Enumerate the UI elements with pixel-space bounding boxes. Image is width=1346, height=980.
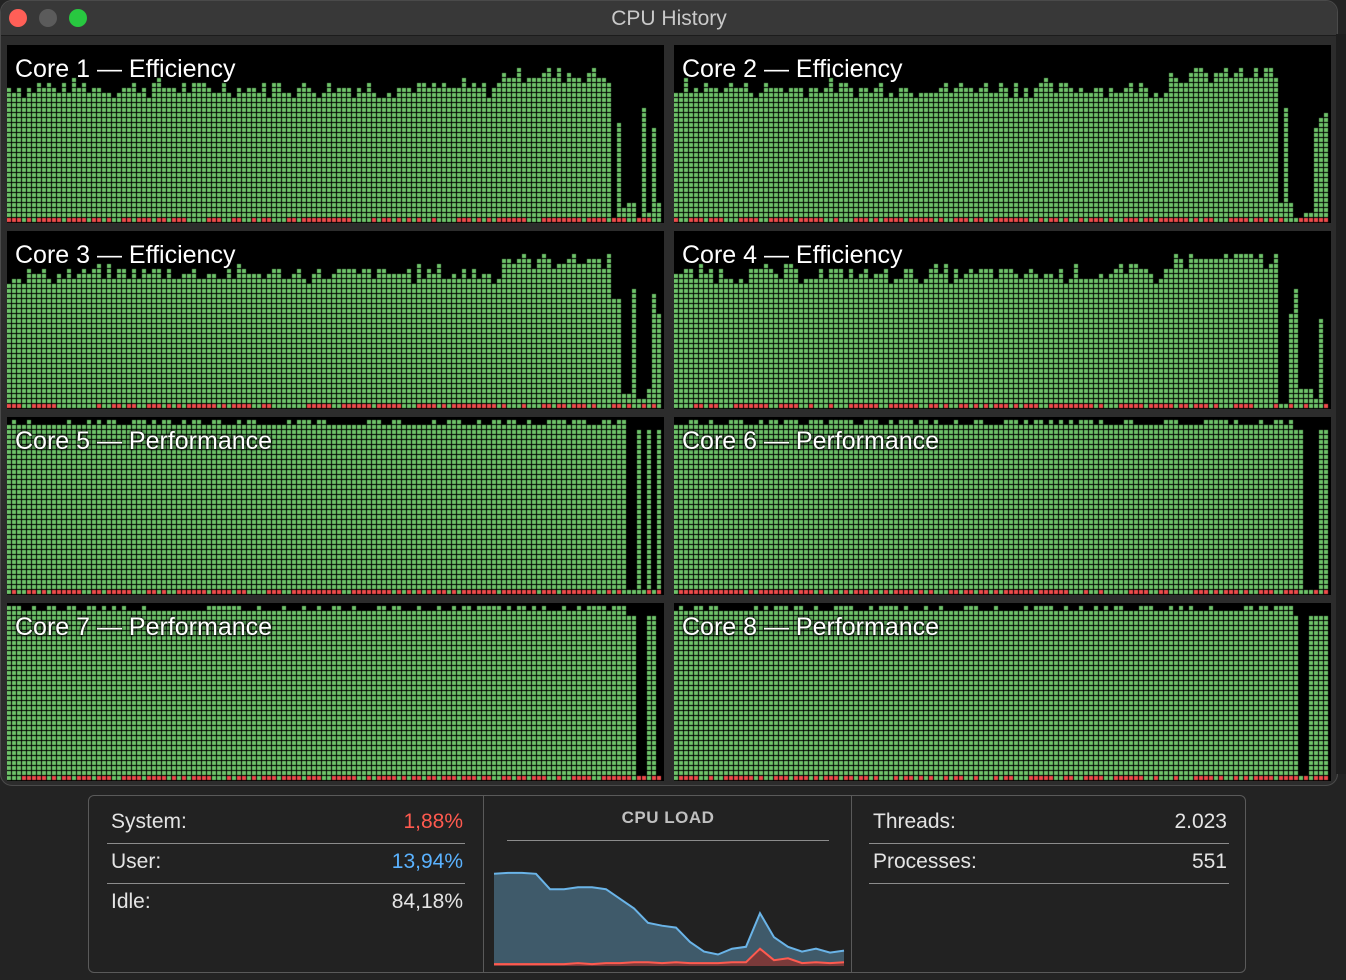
minimize-window-button[interactable]: [39, 9, 57, 27]
core-4-history-chart: [674, 231, 1331, 409]
threads-row: Threads: 2.023: [869, 804, 1229, 844]
cpu-load-user-line: [493, 871, 845, 956]
core-6-graph: Core 6 — Performance: [674, 417, 1331, 595]
cpu-load-rule: [507, 840, 829, 841]
processes-value: 551: [1191, 850, 1227, 873]
close-window-button[interactable]: [9, 9, 27, 27]
core-7-graph: Core 7 — Performance: [7, 603, 664, 781]
core-6-label: Core 6 — Performance: [682, 427, 940, 455]
idle-row: Idle: 84,18%: [107, 884, 465, 924]
stats-divider-left: [483, 796, 484, 972]
user-value: 13,94%: [391, 850, 463, 873]
core-5-history-chart: [7, 417, 664, 595]
core-2-history-chart: [674, 45, 1331, 223]
zoom-window-button[interactable]: [69, 9, 87, 27]
core-2-graph: Core 2 — Efficiency: [674, 45, 1331, 223]
core-3-history-chart: [7, 231, 664, 409]
background-window-edge: [1336, 34, 1346, 774]
idle-value: 84,18%: [391, 890, 463, 913]
idle-label: Idle:: [111, 890, 151, 913]
core-8-history-chart: [674, 603, 1331, 781]
core-4-label: Core 4 — Efficiency: [682, 241, 903, 269]
title-bar: CPU History: [1, 1, 1337, 36]
core-5-label: Core 5 — Performance: [15, 427, 273, 455]
system-row: System: 1,88%: [107, 804, 465, 844]
cpu-load-system-line: [494, 947, 845, 966]
core-4-graph: Core 4 — Efficiency: [674, 231, 1331, 409]
system-label: System:: [111, 810, 187, 833]
user-row: User: 13,94%: [107, 844, 465, 884]
user-label: User:: [111, 850, 162, 873]
core-6-history-chart: [674, 417, 1331, 595]
core-8-label: Core 8 — Performance: [682, 613, 940, 641]
core-3-label: Core 3 — Efficiency: [15, 241, 236, 269]
stats-divider-right: [851, 796, 852, 972]
cpu-load-user-area: [494, 872, 844, 966]
cpu-history-window: CPU History Core 1 — Efficiency Core 2 —…: [0, 0, 1338, 786]
system-value: 1,88%: [403, 810, 463, 833]
threads-value: 2.023: [1174, 810, 1227, 833]
cpu-load-title: CPU LOAD: [621, 808, 715, 827]
core-3-graph: Core 3 — Efficiency: [7, 231, 664, 409]
core-5-graph: Core 5 — Performance: [7, 417, 664, 595]
threads-label: Threads:: [873, 810, 956, 833]
core-1-label: Core 1 — Efficiency: [15, 55, 236, 83]
cpu-stats-panel: System: 1,88% User: 13,94% Idle: 84,18% …: [88, 795, 1246, 973]
core-8-graph: Core 8 — Performance: [674, 603, 1331, 781]
processes-row: Processes: 551: [869, 844, 1229, 884]
core-1-history-chart: [7, 45, 664, 223]
cpu-load-graph: [493, 871, 845, 966]
core-1-graph: Core 1 — Efficiency: [7, 45, 664, 223]
processes-label: Processes:: [873, 850, 977, 873]
core-7-history-chart: [7, 603, 664, 781]
core-7-label: Core 7 — Performance: [15, 613, 273, 641]
core-2-label: Core 2 — Efficiency: [682, 55, 903, 83]
window-title: CPU History: [611, 7, 727, 30]
